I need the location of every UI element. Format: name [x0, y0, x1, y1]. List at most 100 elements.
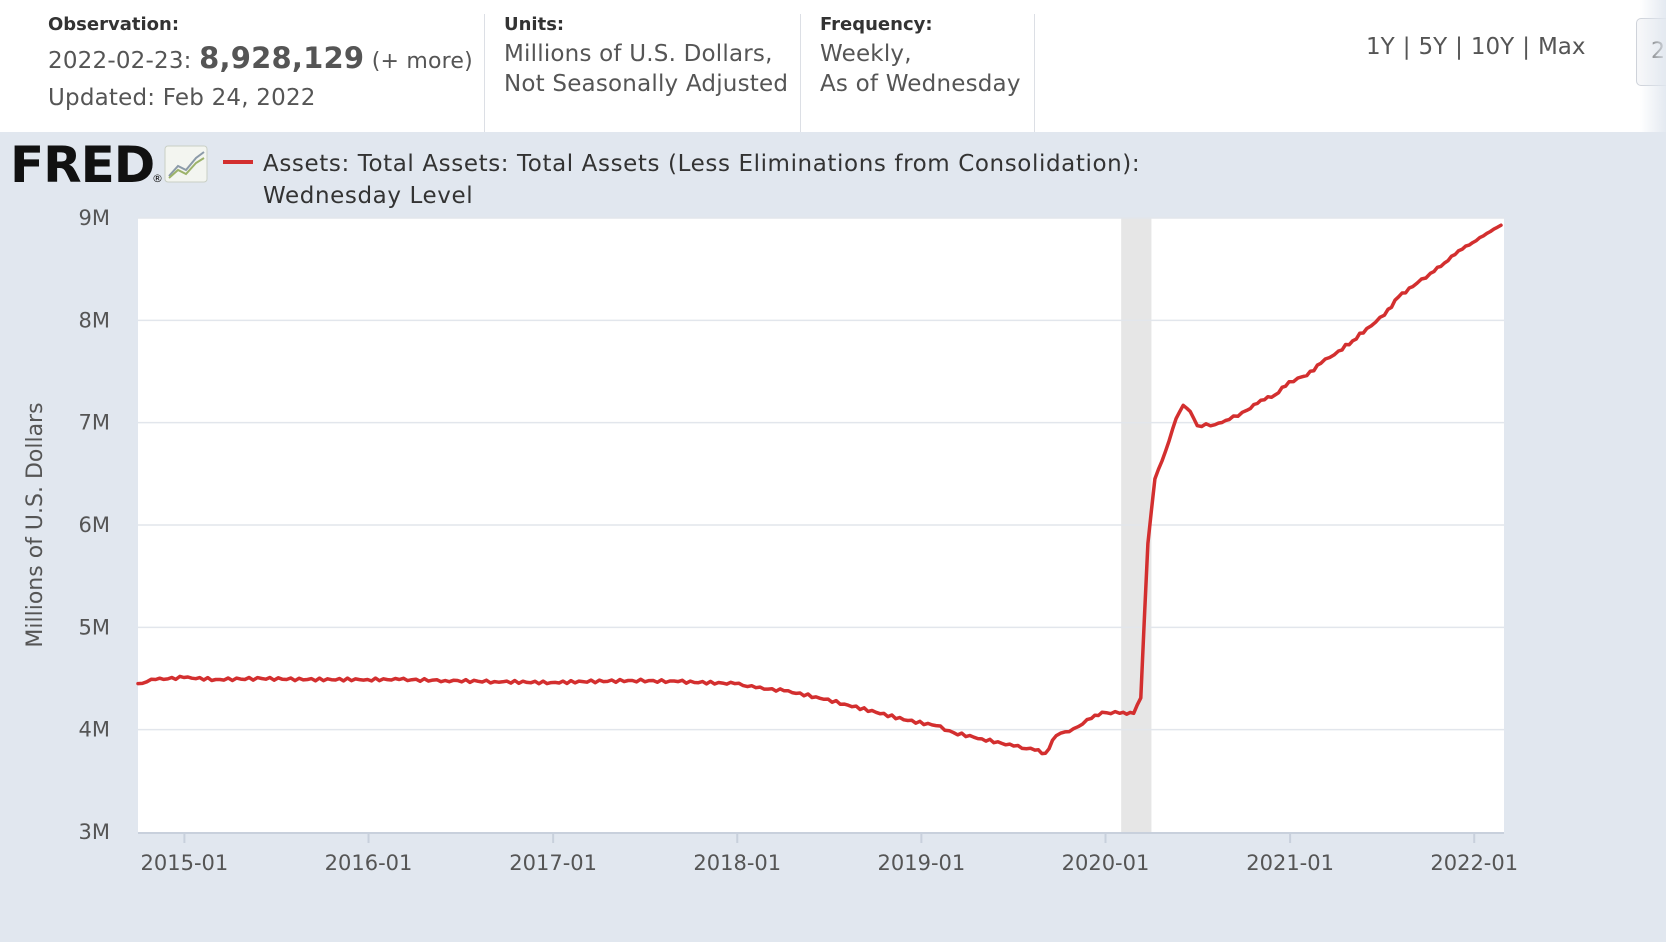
data-point[interactable]	[1172, 415, 1180, 423]
data-point[interactable]	[1483, 229, 1491, 237]
data-point[interactable]	[1041, 749, 1049, 757]
data-point[interactable]	[1303, 372, 1311, 380]
data-point[interactable]	[1087, 714, 1095, 722]
data-point[interactable]	[212, 676, 220, 684]
x-tick-label: 2015-01	[141, 851, 229, 875]
data-point[interactable]	[134, 680, 142, 688]
data-point[interactable]	[1271, 391, 1279, 399]
data-point[interactable]	[628, 677, 636, 685]
data-point[interactable]	[1186, 407, 1194, 415]
data-point[interactable]	[1137, 694, 1145, 702]
series-layer	[134, 221, 1505, 757]
data-point[interactable]	[1052, 732, 1060, 740]
divider	[800, 14, 801, 132]
frequency-panel: Frequency: Weekly, As of Wednesday	[820, 12, 1021, 97]
legend-text-line-2: Wednesday Level	[263, 183, 473, 209]
data-point[interactable]	[547, 679, 555, 687]
y-axis: 3M 4M 5M 6M 7M 8M 9M	[79, 206, 110, 844]
chart-svg: FRED ® Assets: Total Assets: Total Asset…	[10, 136, 1518, 875]
chart-line-icon	[164, 145, 208, 183]
x-tick-label: 2020-01	[1062, 851, 1150, 875]
data-point[interactable]	[1151, 475, 1159, 483]
divider	[484, 14, 485, 132]
range-10y-button[interactable]: 10Y	[1470, 34, 1515, 60]
y-tick-label: 5M	[79, 615, 110, 639]
data-point[interactable]	[674, 678, 682, 686]
data-point[interactable]	[395, 676, 403, 684]
units-label: Units:	[504, 14, 565, 35]
divider	[1034, 14, 1035, 132]
date-range-start-input[interactable]: 2	[1636, 18, 1666, 86]
data-point[interactable]	[152, 676, 160, 684]
y-tick-label: 9M	[79, 206, 110, 230]
data-point[interactable]	[441, 677, 449, 685]
y-tick-label: 7M	[79, 411, 110, 435]
data-point[interactable]	[1409, 283, 1417, 291]
data-point[interactable]	[303, 676, 311, 684]
data-point[interactable]	[752, 684, 760, 692]
data-point[interactable]	[1349, 337, 1357, 345]
data-point[interactable]	[978, 735, 986, 743]
x-tick-label: 2019-01	[878, 851, 966, 875]
data-point[interactable]	[1455, 247, 1463, 255]
data-point[interactable]	[1098, 708, 1106, 716]
data-point[interactable]	[364, 676, 372, 684]
units-line-1: Millions of U.S. Dollars,	[504, 41, 773, 67]
x-tick-label: 2017-01	[509, 851, 597, 875]
data-point[interactable]	[1317, 359, 1325, 367]
data-point[interactable]	[1426, 269, 1434, 277]
frequency-line-2: As of Wednesday	[820, 71, 1021, 97]
chart-legend[interactable]: Assets: Total Assets: Total Assets (Less…	[223, 151, 1140, 209]
x-axis: 2015-01 2016-01 2017-01 2018-01 2019-01 2020-…	[138, 832, 1518, 875]
data-point[interactable]	[180, 673, 188, 681]
data-point[interactable]	[1116, 709, 1124, 717]
data-point[interactable]	[1335, 347, 1343, 355]
data-point[interactable]	[932, 722, 940, 730]
data-point[interactable]	[1130, 709, 1138, 717]
x-tick-label: 2021-01	[1246, 851, 1334, 875]
data-point[interactable]	[1395, 293, 1403, 301]
data-point[interactable]	[1193, 422, 1201, 430]
data-point[interactable]	[731, 680, 739, 688]
data-point[interactable]	[812, 693, 820, 701]
data-point[interactable]	[904, 716, 912, 724]
data-point[interactable]	[1285, 378, 1293, 386]
data-point[interactable]	[1162, 447, 1170, 455]
y-tick-label: 6M	[79, 513, 110, 537]
data-point[interactable]	[780, 687, 788, 695]
data-point[interactable]	[950, 729, 958, 737]
data-point[interactable]	[1257, 396, 1265, 404]
data-point[interactable]	[1243, 406, 1251, 414]
range-1y-button[interactable]: 1Y	[1366, 34, 1395, 60]
range-5y-button[interactable]: 5Y	[1418, 34, 1448, 60]
data-point[interactable]	[872, 708, 880, 716]
more-observations-link[interactable]: (+ more)	[371, 49, 473, 74]
gridlines	[138, 217, 1504, 731]
data-point[interactable]	[1031, 746, 1039, 754]
data-point[interactable]	[1363, 325, 1371, 333]
data-point[interactable]	[1144, 539, 1152, 547]
data-point[interactable]	[579, 678, 587, 686]
date-range-selector: 1Y | 5Y | 10Y | Max	[1366, 34, 1586, 60]
range-separator: |	[1455, 34, 1463, 60]
range-max-button[interactable]: Max	[1537, 34, 1586, 60]
series-line[interactable]	[136, 223, 1503, 756]
data-point[interactable]	[258, 675, 266, 683]
fred-logo-text: FRED	[10, 136, 154, 194]
data-point[interactable]	[1225, 416, 1233, 424]
data-point[interactable]	[1469, 239, 1477, 247]
y-tick-label: 3M	[79, 820, 110, 844]
data-point[interactable]	[1070, 725, 1078, 733]
observation-value: 8,928,129	[199, 41, 365, 75]
data-point[interactable]	[1440, 259, 1448, 267]
data-point[interactable]	[1380, 311, 1388, 319]
x-tick-label: 2018-01	[693, 851, 781, 875]
data-point[interactable]	[1211, 421, 1219, 429]
data-point[interactable]	[491, 678, 499, 686]
observation-line: 2022-02-23: 8,928,129 (+ more)	[48, 41, 473, 75]
data-point[interactable]	[1010, 742, 1018, 750]
data-point[interactable]	[840, 700, 848, 708]
data-point[interactable]	[1497, 221, 1505, 229]
data-point[interactable]	[1179, 401, 1187, 409]
observation-label: Observation:	[48, 14, 180, 35]
